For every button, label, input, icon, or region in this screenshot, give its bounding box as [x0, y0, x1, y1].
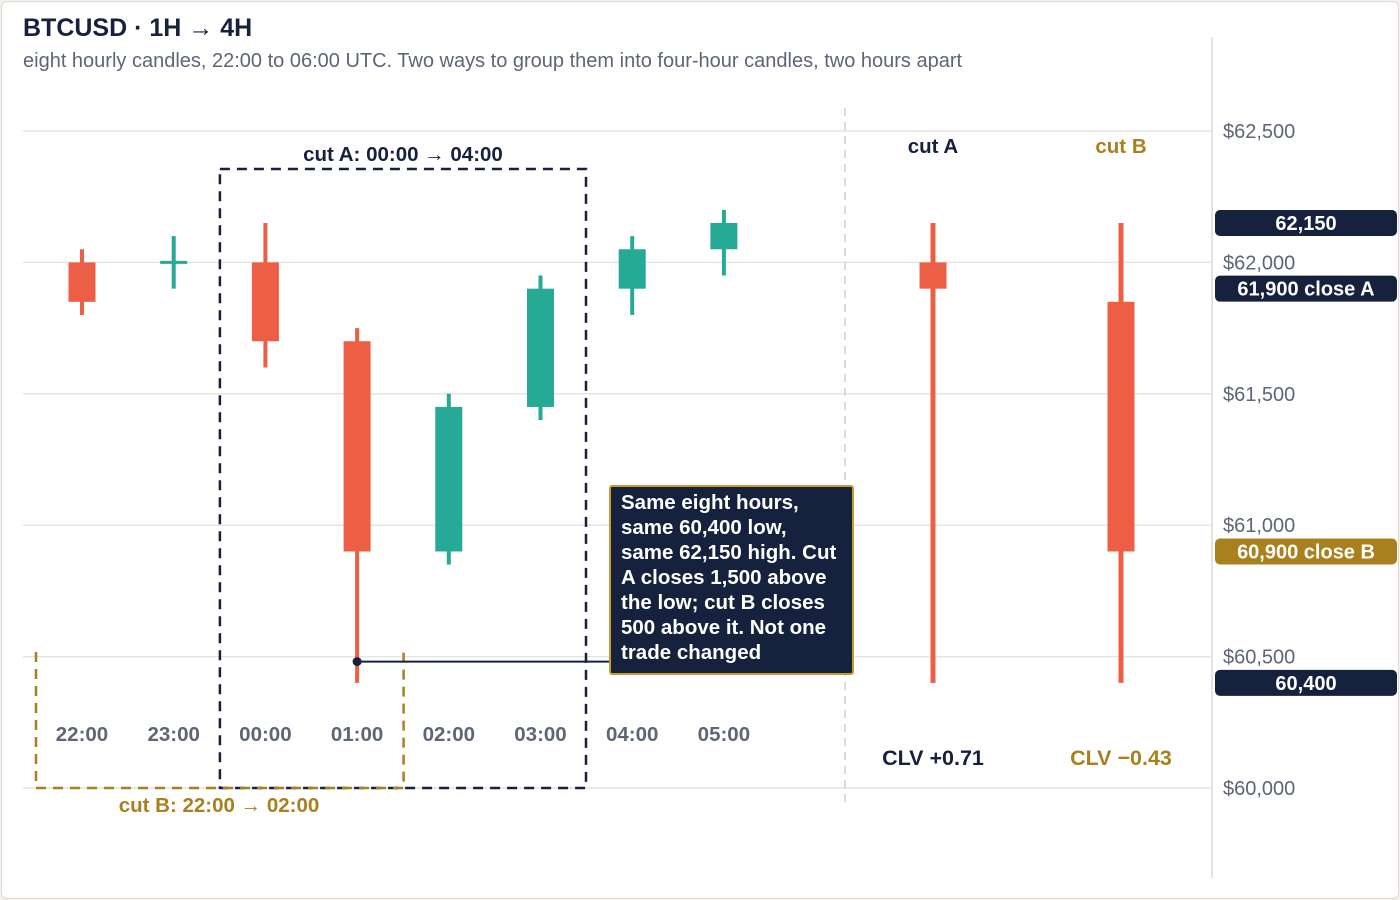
- candle-body: [527, 288, 554, 407]
- aggregated-candles: cut A CLV +0.71 cut B CLV −0.43: [882, 135, 1172, 770]
- price-tag: [1215, 209, 1397, 236]
- price-tag: [1215, 669, 1397, 696]
- x-tick-label: 05:00: [698, 723, 750, 746]
- x-tick-label: 01:00: [331, 723, 383, 746]
- candle-body: [251, 262, 279, 342]
- cut-boxes: cut A: 00:00 → 04:00 cut B: 22:00 → 02:00: [34, 143, 588, 817]
- y-tick-label: $60,000: [1223, 778, 1295, 800]
- cut-b-box: [34, 652, 405, 790]
- candle-body: [435, 406, 463, 552]
- x-tick-label: 00:00: [239, 723, 291, 746]
- y-tick-label: $61,500: [1223, 384, 1295, 406]
- grid-lines: [23, 108, 1211, 804]
- time-axis: 22:00 23:00 00:00 01:00 02:00 03:00 04:00 05:00: [56, 723, 750, 746]
- price-tag: [1215, 275, 1397, 302]
- leader-dot: [352, 657, 362, 667]
- cut-b-label: cut B: 22:00 → 02:00: [119, 794, 320, 817]
- x-tick-label: 04:00: [606, 723, 658, 746]
- y-tick-label: $60,500: [1223, 647, 1295, 669]
- chart-subtitle: eight hourly candles, 22:00 to 06:00 UTC…: [23, 50, 963, 72]
- aggregated-label: cut A: [908, 135, 959, 158]
- aggregated-label: cut B: [1095, 135, 1146, 158]
- candle-body: [710, 222, 738, 250]
- clv-label: CLV +0.71: [882, 746, 984, 770]
- price-tag-label: 60,900 close B: [1237, 541, 1375, 563]
- annotation-callout: Same eight hours, same 60,400 low, same …: [609, 485, 854, 675]
- price-tag: [1215, 538, 1397, 565]
- x-tick-label: 23:00: [147, 723, 199, 746]
- aggregated-body: [1107, 301, 1135, 552]
- aggregated-body: [919, 262, 947, 289]
- price-tag-label: 60,400: [1275, 673, 1336, 695]
- callout-leader: [352, 657, 609, 667]
- y-tick-label: $62,000: [1223, 252, 1295, 274]
- candle-body: [343, 341, 371, 552]
- chart-title: BTCUSD · 1H → 4H: [23, 14, 253, 42]
- x-tick-label: 03:00: [514, 723, 566, 746]
- price-axis: $60,000 $60,500 $61,000 $61,500 $62,000 $62,5…: [1211, 37, 1397, 878]
- x-tick-label: 22:00: [56, 723, 108, 746]
- y-tick-label: $62,500: [1223, 121, 1295, 143]
- price-tag-label: 62,150: [1275, 213, 1336, 235]
- candle-body: [68, 262, 96, 302]
- cut-a-label: cut A: 00:00 → 04:00: [303, 143, 503, 166]
- hourly-candles: [68, 209, 738, 683]
- price-tag-label: 61,900 close A: [1237, 279, 1374, 301]
- y-tick-label: $61,000: [1223, 515, 1295, 537]
- candle-body: [618, 249, 646, 289]
- clv-label: CLV −0.43: [1070, 746, 1172, 770]
- x-tick-label: 02:00: [423, 723, 475, 746]
